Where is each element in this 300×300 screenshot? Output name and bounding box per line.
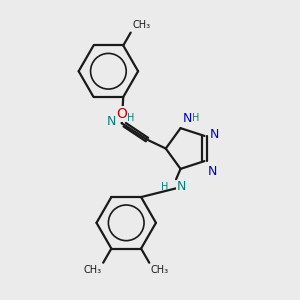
Text: N: N xyxy=(107,115,116,128)
Text: H: H xyxy=(161,182,169,192)
Text: N: N xyxy=(177,180,186,193)
Text: CH₃: CH₃ xyxy=(84,265,102,275)
Text: CH₃: CH₃ xyxy=(132,20,150,30)
Text: H: H xyxy=(127,113,134,123)
Text: CH₃: CH₃ xyxy=(151,265,169,275)
Text: N: N xyxy=(208,165,218,178)
Text: N: N xyxy=(210,128,219,141)
Text: N: N xyxy=(183,112,192,124)
Text: O: O xyxy=(116,107,127,121)
Text: H: H xyxy=(192,113,199,123)
